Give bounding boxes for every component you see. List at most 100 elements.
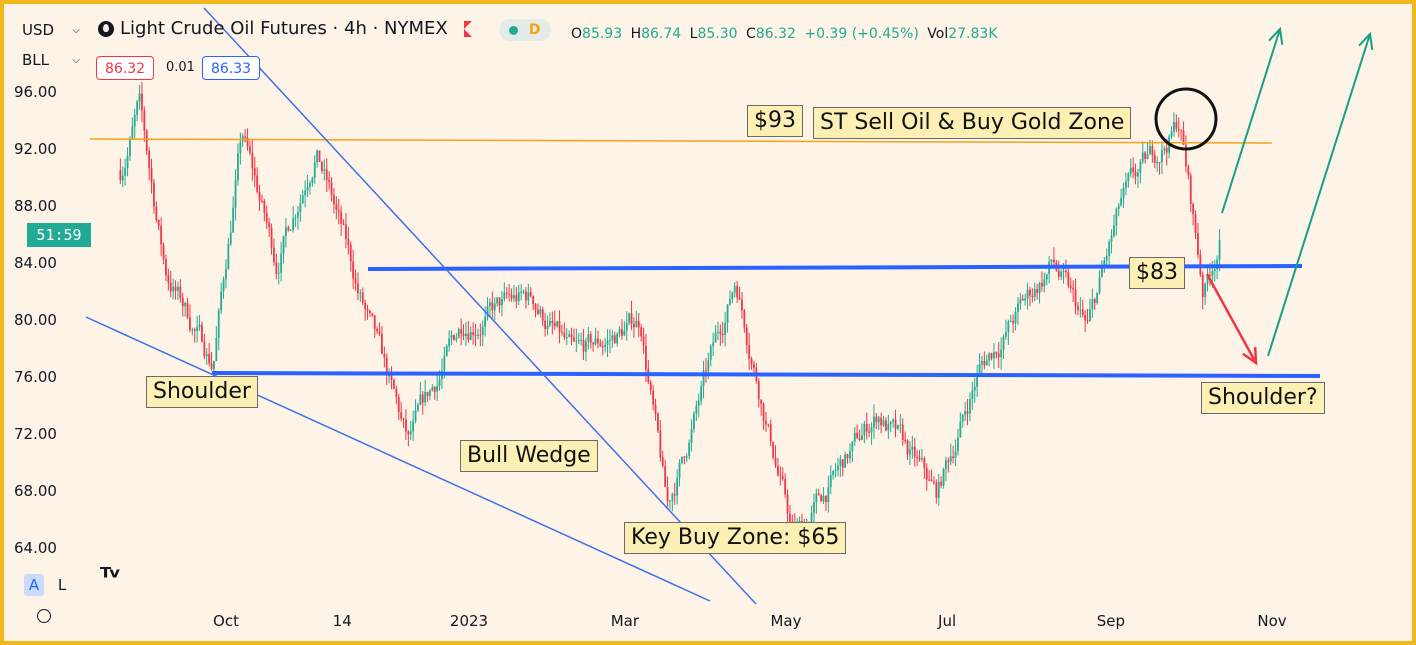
candle-body [935, 482, 938, 498]
candle-body [582, 340, 585, 352]
candle-body [733, 286, 736, 293]
candle-body [229, 232, 232, 245]
arrow-shaft [1205, 273, 1258, 364]
candle-body [261, 200, 263, 202]
candle-body [870, 427, 873, 433]
spread-value: 0.01 [166, 60, 195, 75]
candle-body [909, 449, 911, 455]
candle-body [731, 292, 734, 300]
y-tick-label: 80.00 [14, 311, 57, 329]
candle-body [265, 212, 268, 223]
candle-body [1014, 312, 1017, 324]
candle-body [141, 93, 143, 111]
candle-body [1170, 131, 1173, 137]
candle-body [561, 331, 563, 333]
candle-body [510, 294, 513, 299]
candle-body [945, 460, 947, 469]
candle-body [565, 336, 568, 338]
candle-body [594, 338, 597, 345]
candle-body [568, 334, 571, 337]
log-scale-button[interactable]: L [57, 576, 67, 594]
candle-body [621, 329, 623, 336]
candle-body [1134, 171, 1137, 177]
auto-scale-button[interactable]: A [24, 574, 44, 596]
candle-body [467, 333, 470, 340]
candle-body [841, 459, 844, 468]
candle-body [294, 216, 297, 219]
chevron-down-icon: ⌵ [72, 54, 80, 66]
candle-body [880, 417, 883, 426]
candle-body [251, 152, 254, 168]
candle-body [853, 432, 856, 442]
candle-body [357, 283, 359, 294]
candle-body [1000, 349, 1003, 358]
candle-body [774, 457, 777, 467]
market-status[interactable]: D [499, 19, 551, 41]
candle-body [364, 302, 367, 310]
candle-body [724, 323, 727, 335]
candle-body [249, 146, 251, 153]
candle-body [268, 222, 271, 228]
candle-body [1108, 241, 1111, 256]
candle-body [136, 101, 139, 115]
candle-body [1189, 175, 1192, 204]
candle-body [407, 431, 410, 435]
candle-body [383, 354, 386, 358]
candle-body [1175, 122, 1178, 130]
candle-body [918, 457, 921, 460]
candle-body [837, 465, 839, 470]
candle-body [930, 479, 933, 482]
oil-drop-icon [98, 20, 114, 37]
candle-body [952, 456, 955, 458]
candle-body [863, 423, 866, 436]
candle-body [1060, 271, 1063, 277]
candle-body [1031, 295, 1034, 297]
candle-body [1182, 130, 1185, 145]
candle-body [347, 239, 350, 245]
candle-body [282, 235, 285, 254]
symbol-header[interactable]: Light Crude Oil Futures · 4h · NYMEX [98, 18, 472, 39]
candle-body [417, 404, 419, 411]
candle-body [1041, 283, 1043, 287]
candle-body [376, 328, 379, 332]
candle-body [618, 329, 621, 334]
candle-body [1019, 298, 1022, 304]
candle-body [256, 175, 259, 192]
candle-body [455, 337, 458, 340]
candle-body [654, 404, 657, 414]
candle-body [335, 204, 338, 210]
candle-body [143, 110, 146, 131]
candle-body [354, 278, 357, 284]
candle-body [1069, 285, 1072, 288]
wedge-upper-line [203, 7, 757, 605]
candle-body [748, 345, 751, 359]
sell-button[interactable]: 86.32 [96, 56, 155, 80]
candle-body [424, 392, 427, 403]
candle-body [217, 310, 220, 338]
candle-body [719, 331, 722, 334]
price-chart[interactable]: 96.00 92.00 88.00 84.00 80.00 76.00 72.00 68.00… [4, 4, 1412, 641]
candle-body [390, 375, 393, 380]
candle-body [395, 388, 398, 397]
y-tick-label: 76.00 [14, 368, 57, 386]
candle-body [193, 329, 196, 331]
candle-body [126, 156, 129, 169]
candle-body [709, 346, 712, 361]
candle-body [1026, 289, 1029, 299]
buy-button[interactable]: 86.33 [202, 56, 261, 80]
candle-body [1149, 146, 1151, 155]
candle-body [781, 476, 784, 480]
volume-value: 27.83K [948, 26, 998, 42]
currency-select[interactable]: USD ⌵ [18, 18, 84, 42]
candle-body [913, 446, 916, 457]
candle-body [186, 303, 189, 318]
unit-select[interactable]: BLL ⌵ [18, 48, 84, 72]
candle-body [873, 416, 875, 428]
settings-icon[interactable] [37, 609, 51, 623]
candle-body [388, 375, 391, 377]
candle-body [971, 390, 974, 399]
candle-body [373, 315, 376, 329]
flag-icon[interactable] [463, 20, 472, 37]
candle-body [633, 323, 635, 328]
candle-body [414, 410, 417, 421]
